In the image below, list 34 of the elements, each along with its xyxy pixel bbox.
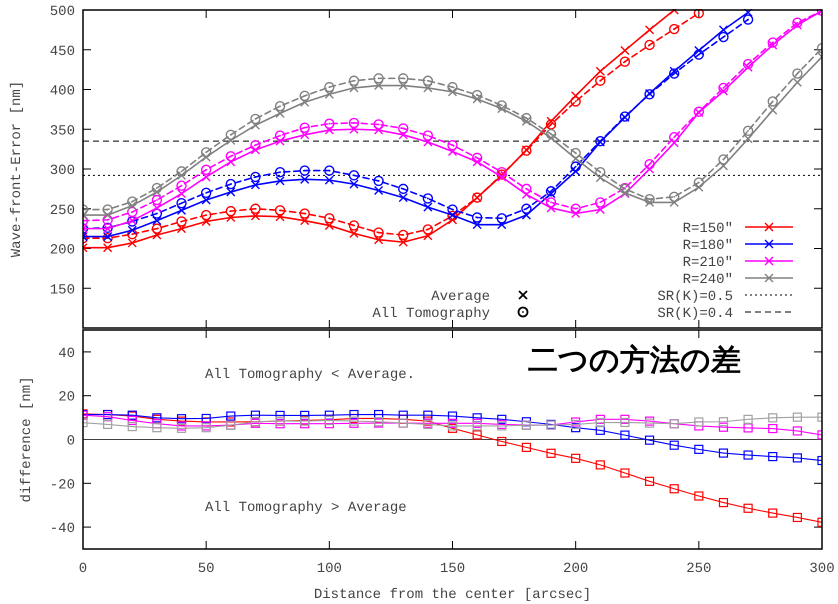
y-tick-label: 350 bbox=[50, 123, 75, 140]
y-tick-label: 400 bbox=[50, 84, 75, 100]
x-tick-label: 200 bbox=[563, 561, 588, 577]
x-tick-label: 150 bbox=[440, 561, 466, 577]
legend-label: R=150" bbox=[682, 221, 733, 237]
x-tick-label: 50 bbox=[198, 561, 215, 577]
y-tick-label: 250 bbox=[50, 202, 75, 219]
x-tick-label: 300 bbox=[809, 561, 835, 577]
annotation: 二つの方法の差 bbox=[528, 343, 741, 378]
y-tick-label: 20 bbox=[58, 390, 75, 406]
y-tick-label: 450 bbox=[50, 44, 75, 60]
y-tick-label: 40 bbox=[58, 346, 75, 362]
y-tick-label: -40 bbox=[50, 521, 75, 538]
x-axis-title: Distance from the center [arcsec] bbox=[314, 587, 592, 603]
annotation: All Tomography < Average. bbox=[205, 367, 416, 383]
legend-label: R=180" bbox=[682, 238, 733, 254]
y-tick-label: 150 bbox=[50, 282, 75, 298]
annotation: SR(K)=0.5 bbox=[657, 289, 733, 305]
y-tick-label: 0 bbox=[66, 434, 75, 450]
y-tick-label: -20 bbox=[50, 477, 75, 494]
annotation: Average bbox=[431, 289, 490, 305]
annotation: SR(K)=0.4 bbox=[657, 306, 733, 322]
y-tick-label: 500 bbox=[50, 4, 75, 20]
y-axis-title: difference [nm] bbox=[19, 376, 35, 503]
x-tick-label: 0 bbox=[78, 561, 88, 577]
annotation: All Tomography > Average bbox=[205, 500, 407, 516]
legend-label: R=210" bbox=[682, 255, 733, 271]
x-tick-label: 100 bbox=[316, 561, 342, 577]
y-tick-label: 200 bbox=[50, 242, 75, 258]
legend-label: R=240" bbox=[682, 272, 733, 288]
y-axis-title: Wave-front-Error [nm] bbox=[9, 80, 25, 258]
annotation: All Tomography bbox=[372, 306, 490, 322]
y-tick-label: 300 bbox=[50, 163, 75, 179]
x-tick-label: 250 bbox=[686, 561, 712, 577]
